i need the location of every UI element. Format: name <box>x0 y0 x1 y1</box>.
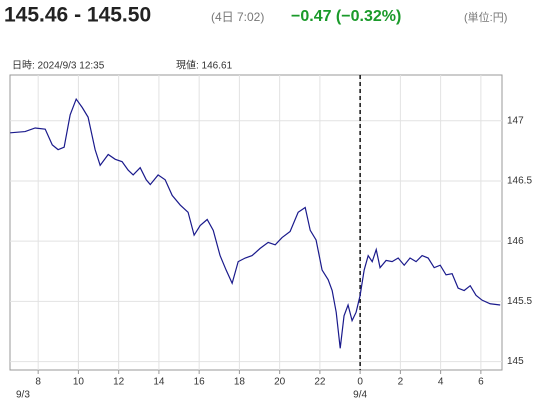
change: −0.47 (−0.32%) <box>291 8 401 25</box>
datetime: 日時: 2024/9/3 12:35 <box>12 60 105 72</box>
x-tick-label: 6 <box>478 377 484 388</box>
x-tick-label: 8 <box>35 377 41 388</box>
x-tick-label: 12 <box>113 377 125 388</box>
y-tick-label: 146.5 <box>507 176 532 187</box>
price-line <box>10 97 501 349</box>
x-tick-label: 22 <box>314 377 326 388</box>
bid-ask: 145.46 - 145.50 <box>4 4 151 27</box>
y-tick-label: 147 <box>507 115 524 126</box>
x-tick-label: 0 <box>357 377 363 388</box>
unit: (単位:円) <box>464 10 507 24</box>
x-tick-label: 16 <box>194 377 206 388</box>
current-price: 現値: 146.61 <box>176 59 233 72</box>
y-tick-label: 145 <box>507 356 524 367</box>
y-tick-label: 146 <box>507 236 524 247</box>
x-tick-label: 10 <box>73 377 85 388</box>
quote-time: (4日 7:02) <box>211 10 264 24</box>
date-label: 9/4 <box>353 390 367 400</box>
x-tick-label: 4 <box>438 377 444 388</box>
y-tick-label: 145.5 <box>507 296 532 307</box>
x-tick-label: 14 <box>153 377 165 388</box>
x-tick-label: 2 <box>398 377 404 388</box>
x-tick-label: 20 <box>274 377 286 388</box>
x-tick-label: 18 <box>234 377 246 388</box>
date-label: 9/3 <box>16 390 30 400</box>
plot-border <box>9 74 503 371</box>
